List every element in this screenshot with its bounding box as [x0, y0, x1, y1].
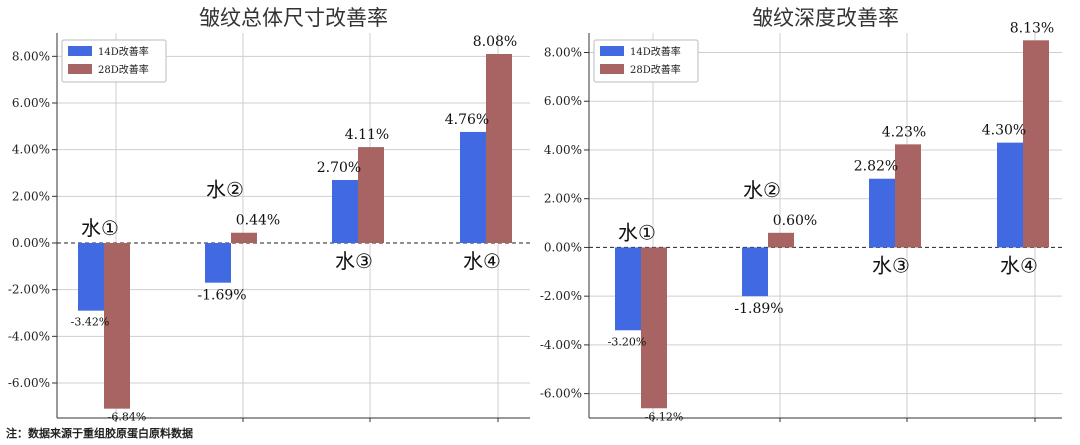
y-tick-label: 6.00% [12, 96, 50, 110]
bar-14d [460, 131, 486, 243]
legend-swatch [68, 46, 92, 56]
bar-14d [332, 180, 358, 243]
data-label: 0.44% [236, 213, 280, 229]
chart-title: 皱纹深度改善率 [752, 6, 899, 30]
category-label: 水① [618, 220, 656, 244]
category-label: 水② [206, 178, 244, 202]
data-label: 8.08% [473, 34, 517, 50]
legend-swatch [68, 64, 92, 74]
y-tick-label: -6.00% [8, 376, 50, 390]
chart-title: 皱纹总体尺寸改善率 [199, 6, 388, 30]
y-tick-label: 2.00% [544, 192, 582, 206]
y-tick-label: 0.00% [12, 236, 50, 250]
legend-label: 28D改善率 [630, 63, 681, 76]
data-label: 4.23% [882, 124, 926, 140]
bar-14d [742, 247, 768, 297]
legend-label: 14D改善率 [98, 45, 149, 58]
data-label: -1.89% [734, 301, 783, 317]
bar-28d [486, 54, 512, 243]
legend-swatch [600, 46, 624, 56]
data-label: 2.70% [317, 160, 361, 176]
category-label: 水④ [1000, 253, 1038, 277]
category-label: 水③ [335, 249, 373, 273]
bar-28d [768, 232, 794, 248]
data-label: 4.30% [982, 123, 1026, 139]
y-tick-label: -2.00% [540, 289, 582, 303]
bar-14d [615, 247, 641, 331]
bar-28d [358, 147, 384, 243]
y-tick-label: 2.00% [12, 189, 50, 203]
bar-28d [895, 144, 921, 248]
y-tick-label: -4.00% [8, 329, 50, 343]
y-tick-label: -4.00% [540, 338, 582, 352]
y-tick-label: -6.00% [540, 387, 582, 401]
category-label: 水① [81, 216, 119, 240]
bar-14d [205, 243, 231, 283]
bar-14d [997, 142, 1023, 248]
legend-swatch [600, 64, 624, 74]
y-tick-label: 4.00% [12, 143, 50, 157]
category-label: 水④ [463, 249, 501, 273]
data-label: 4.11% [345, 127, 389, 143]
legend-label: 14D改善率 [630, 45, 681, 58]
footnote: 注：数据来源于重组胶原蛋白原料数据 [6, 427, 193, 440]
bar-28d [231, 232, 257, 243]
bar-28d [641, 247, 667, 409]
y-tick-label: 0.00% [544, 240, 582, 254]
data-label: 0.60% [773, 213, 817, 229]
y-tick-label: 6.00% [544, 94, 582, 108]
category-label: 水③ [872, 253, 910, 277]
data-label: 4.76% [445, 112, 489, 128]
bar-28d [104, 243, 130, 409]
y-tick-label: 8.00% [544, 45, 582, 59]
data-label: -3.42% [71, 316, 110, 329]
y-tick-label: 8.00% [12, 49, 50, 63]
data-label: -1.69% [197, 288, 246, 304]
bar-14d [78, 243, 104, 311]
data-label: 8.13% [1010, 20, 1054, 36]
y-tick-label: -2.00% [8, 283, 50, 297]
data-label: -3.20% [608, 335, 647, 348]
bar-28d [1023, 40, 1049, 248]
data-label: -6.84% [108, 411, 147, 424]
category-label: 水② [743, 178, 781, 202]
data-label: -6.12% [645, 410, 684, 423]
data-label: 2.82% [854, 159, 898, 175]
bar-14d [869, 178, 895, 248]
y-tick-label: 4.00% [544, 143, 582, 157]
legend-label: 28D改善率 [98, 63, 149, 76]
